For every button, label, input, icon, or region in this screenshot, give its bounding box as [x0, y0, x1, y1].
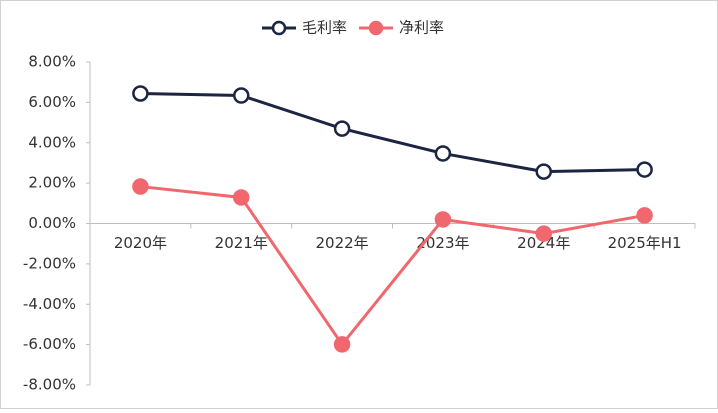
x-tick-label: 2021年 [215, 234, 268, 252]
x-tick-label: 2024年 [517, 234, 570, 252]
y-tick-label: -6.00% [23, 335, 76, 353]
y-tick-label: 2.00% [28, 174, 76, 192]
x-tick-label: 2020年 [114, 234, 167, 252]
point [333, 120, 351, 137]
y-tick-label: 0.00% [28, 214, 76, 232]
series-line [140, 185, 645, 347]
point [636, 207, 653, 224]
y-tick-label: 4.00% [28, 133, 76, 151]
x-tick-label: 2023年 [416, 234, 469, 252]
point [233, 87, 250, 104]
point [434, 145, 452, 162]
y-tick-label: -4.00% [23, 295, 76, 313]
point [434, 211, 452, 228]
y-tick-label: -2.00% [23, 254, 76, 272]
y-tick-label: 6.00% [28, 93, 76, 111]
point [535, 225, 552, 242]
point [535, 163, 552, 180]
point [132, 85, 149, 102]
point [333, 336, 351, 353]
legend-marker [368, 20, 384, 36]
y-tick-label: -8.00% [23, 376, 76, 394]
x-tick-label: 2025年H1 [608, 234, 682, 252]
point [233, 189, 250, 206]
legend-marker [271, 20, 287, 36]
y-tick-label: 8.00% [28, 53, 76, 71]
point [132, 178, 149, 195]
x-tick-label: 2022年 [315, 234, 368, 252]
series-line [140, 91, 645, 174]
legend-label: 净利率 [399, 19, 444, 37]
legend-label: 毛利率 [302, 19, 347, 37]
point [636, 161, 653, 178]
